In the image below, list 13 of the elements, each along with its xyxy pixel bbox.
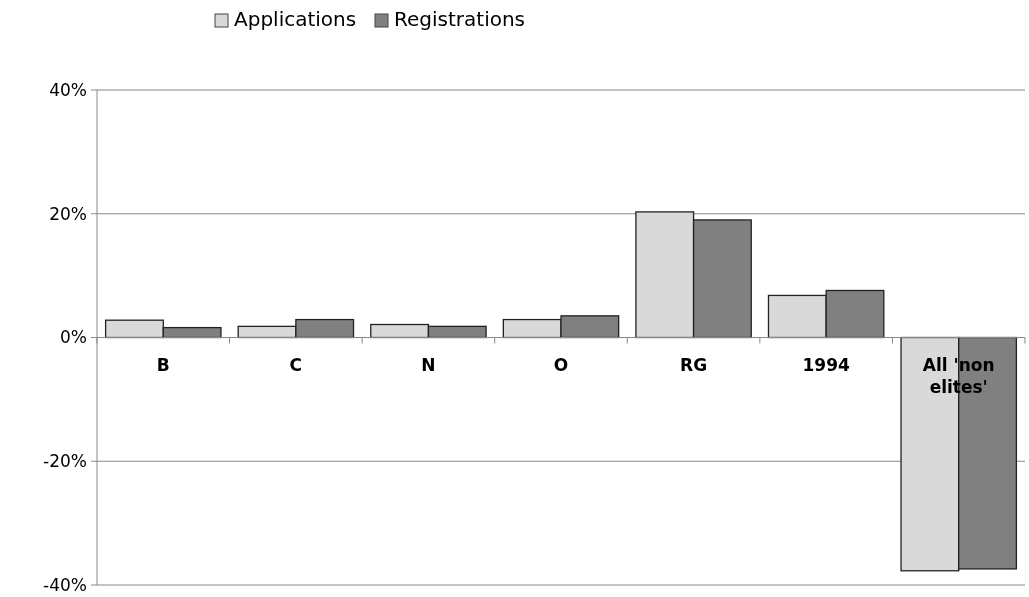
x-tick-label: B: [156, 354, 170, 375]
y-tick-label: 40%: [49, 79, 87, 100]
x-tick-label: O: [553, 354, 569, 375]
y-tick-label: -20%: [43, 451, 87, 472]
x-tick-label: N: [421, 354, 436, 375]
x-tick-label: C: [289, 354, 303, 375]
x-tick-label: RG: [680, 354, 708, 375]
legend-label: Applications: [234, 7, 357, 31]
x-tick-label: 1994: [802, 354, 850, 375]
y-tick-label: 0%: [60, 327, 87, 348]
y-tick-label: -40%: [43, 574, 87, 595]
y-tick-label: 20%: [49, 203, 87, 224]
legend-label: Registrations: [394, 7, 526, 31]
